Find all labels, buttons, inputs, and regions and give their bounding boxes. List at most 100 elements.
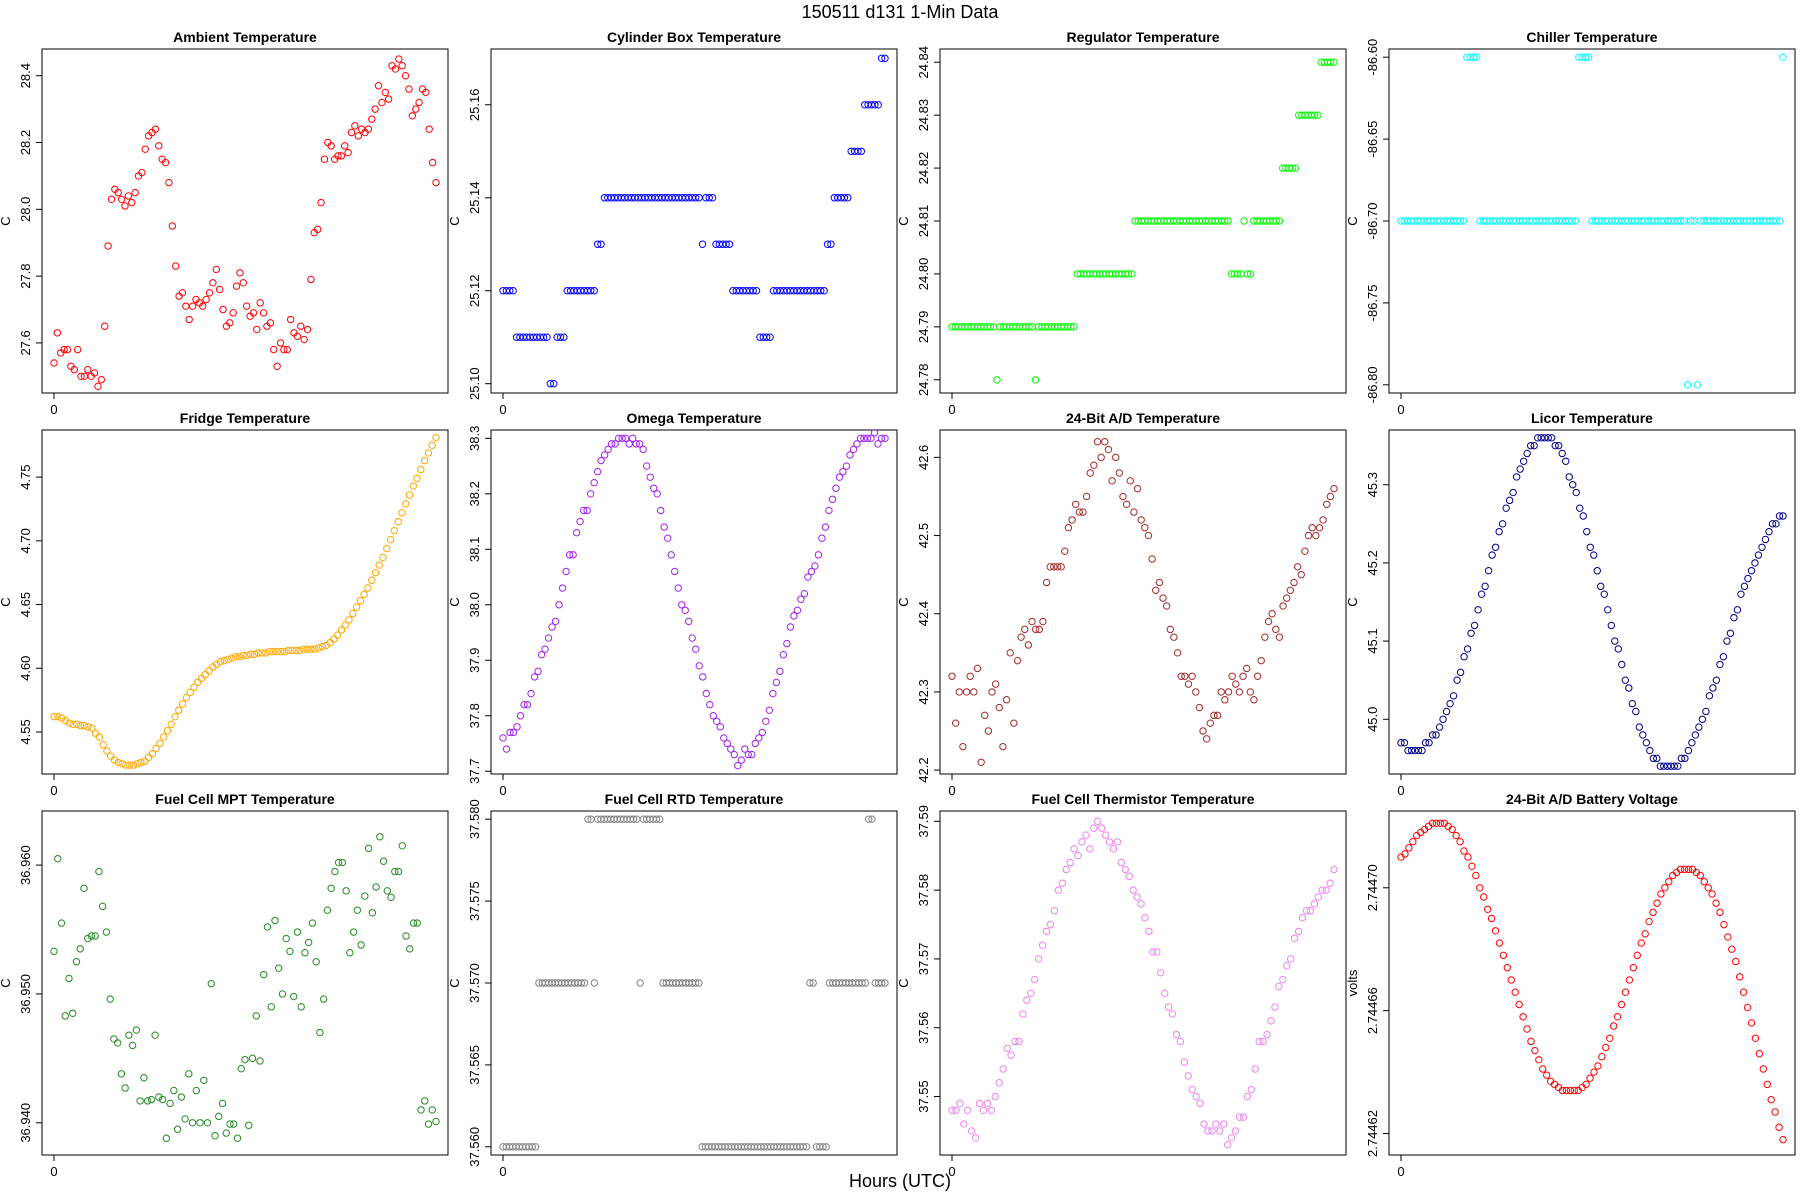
data-point [844, 194, 852, 202]
data-point [172, 262, 180, 270]
data-point [1688, 739, 1696, 747]
data-point [1761, 535, 1770, 544]
data-point [95, 733, 104, 741]
data-point [330, 635, 338, 643]
data-point [269, 647, 278, 656]
data-point [1109, 845, 1118, 853]
data-point [537, 651, 546, 659]
data-point [168, 222, 177, 230]
y-axis-label: C [896, 978, 911, 987]
data-point [371, 569, 380, 577]
data-point [1224, 688, 1233, 696]
data-point [1609, 1022, 1618, 1030]
data-point [1122, 500, 1131, 508]
data-point [1097, 824, 1106, 832]
data-point [948, 1106, 956, 1114]
data-point [604, 445, 612, 454]
data-point [1576, 504, 1584, 512]
data-point [165, 178, 173, 187]
data-point [226, 319, 234, 327]
data-point [84, 934, 92, 943]
data-point [766, 333, 774, 341]
data-point [1031, 376, 1040, 384]
data-point [1216, 1127, 1224, 1135]
data-point [1645, 917, 1653, 926]
y-axis-label: C [0, 216, 13, 225]
data-point [543, 333, 551, 341]
data-point [1319, 516, 1327, 524]
data-point [1293, 563, 1302, 571]
data-point [327, 142, 335, 150]
data-point [1743, 1003, 1752, 1012]
data-point [246, 650, 255, 658]
data-point [1633, 951, 1641, 960]
y-tick-label: 4.75 [18, 464, 33, 489]
data-point [307, 275, 315, 284]
data-point [1074, 852, 1082, 860]
data-point [991, 1092, 1000, 1101]
data-point [1600, 590, 1608, 598]
data-point [1653, 754, 1661, 763]
plot-frame [939, 429, 1347, 775]
data-point [716, 723, 724, 731]
y-tick-label: 37.56 [916, 1011, 931, 1044]
data-point [1246, 688, 1255, 696]
data-point [967, 1127, 976, 1135]
data-point [819, 1143, 827, 1151]
data-point [590, 287, 598, 295]
data-point [1141, 524, 1149, 532]
data-point [1456, 668, 1465, 677]
data-point [1716, 660, 1724, 669]
data-point [858, 979, 866, 987]
data-point [237, 1064, 245, 1073]
data-point [952, 1106, 960, 1114]
data-point [1456, 217, 1464, 225]
y-tick-label: 27.6 [18, 330, 33, 355]
data-point [107, 195, 116, 203]
data-point [113, 1039, 122, 1047]
data-point [499, 734, 507, 742]
data-point [870, 429, 879, 437]
data-point [752, 287, 761, 295]
data-point [1093, 438, 1102, 446]
data-point [988, 688, 996, 696]
data-point [322, 641, 331, 650]
data-point [1196, 1099, 1204, 1108]
data-point [593, 467, 602, 476]
data-point [956, 1099, 964, 1108]
y-axis-label: C [447, 978, 462, 987]
data-point [175, 706, 183, 714]
data-point [144, 753, 153, 762]
data-point [1533, 434, 1542, 442]
data-point [1090, 824, 1098, 832]
data-point [1586, 1074, 1594, 1082]
data-point [394, 518, 402, 526]
data-point [962, 688, 971, 696]
data-point [955, 688, 963, 696]
y-tick-label: 38.3 [467, 426, 482, 451]
y-tick-label: 37.59 [916, 805, 931, 838]
data-point [1003, 1044, 1011, 1053]
data-point [1642, 739, 1651, 747]
panel-title: 24-Bit A/D Temperature [1066, 410, 1220, 426]
data-point [136, 1097, 144, 1105]
data-point [140, 1074, 148, 1082]
panel-regulator-temperature: Regulator Temperature C 24.78 24.79 24.80 24.… [896, 29, 1347, 417]
data-point [1212, 1120, 1220, 1128]
x-tick-label: 0 [50, 783, 57, 798]
data-point [347, 128, 356, 137]
data-point [215, 1112, 223, 1121]
data-point [1776, 217, 1784, 225]
data-point [357, 941, 365, 949]
data-point [1488, 551, 1496, 559]
data-point [1291, 164, 1300, 172]
data-point [861, 979, 870, 987]
data-point [1448, 825, 1456, 834]
data-point [1086, 469, 1094, 477]
y-tick-label: 45.2 [1365, 550, 1380, 575]
data-point [260, 970, 268, 979]
data-point [166, 1099, 174, 1108]
data-point [527, 689, 535, 698]
data-point [296, 646, 304, 655]
data-point [1530, 441, 1538, 450]
